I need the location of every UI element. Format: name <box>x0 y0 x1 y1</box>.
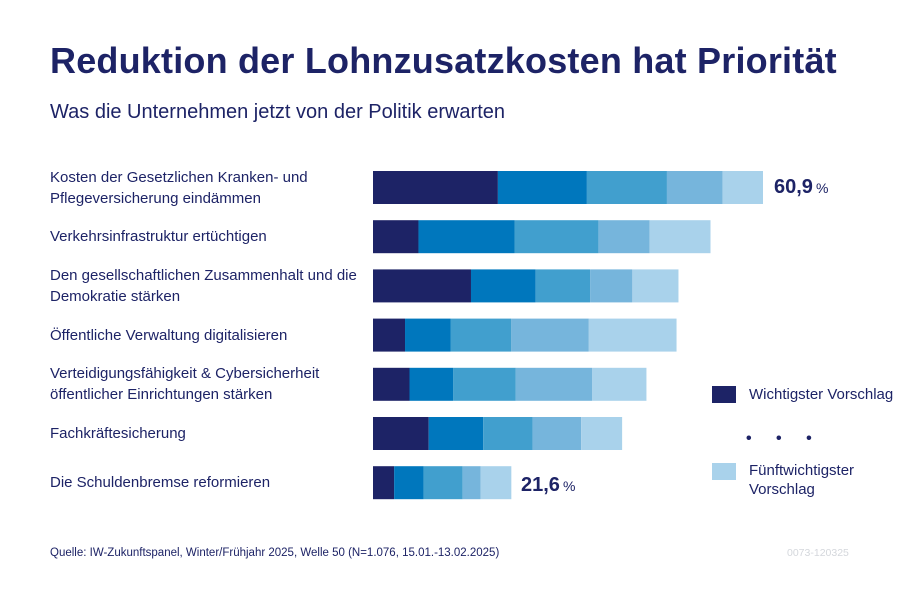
bar-segment <box>588 318 677 352</box>
chart-title: Reduktion der Lohnzusatzkosten hat Prior… <box>50 40 837 81</box>
bar-segment <box>394 466 424 500</box>
bar-segment <box>535 269 591 303</box>
value-label-top-number: 60,9 <box>774 176 813 198</box>
legend-swatch-last <box>712 463 736 480</box>
category-label: Verkehrsinfrastruktur ertüchtigen <box>50 228 267 246</box>
value-label-bottom-unit: % <box>562 478 576 494</box>
chart-subtitle: Was die Unternehmen jetzt von der Politi… <box>50 101 506 123</box>
chart-code: 0073-120325 <box>787 547 849 559</box>
bar-segment <box>470 269 536 303</box>
bar-segment <box>483 417 533 450</box>
category-label: Den gesellschaftlichen Zusammenhalt und … <box>50 266 357 305</box>
bar-segment <box>453 367 516 401</box>
category-label: Die Schuldenbremse reformieren <box>50 474 271 492</box>
bar-segment <box>428 417 484 450</box>
bar-segment <box>581 417 623 450</box>
bar-segment <box>462 466 481 500</box>
bar-segment <box>480 466 512 500</box>
bar-segment <box>532 417 582 450</box>
bar-segment <box>409 367 454 401</box>
category-label: Kosten der Gesetzlichen Kranken- und Pfl… <box>50 168 308 207</box>
bar-segment <box>666 171 723 204</box>
bar-segment <box>373 171 498 204</box>
bar-segment <box>632 269 679 303</box>
bar-segment <box>373 269 471 303</box>
source-note: Quelle: IW-Zukunftspanel, Winter/Frühjah… <box>50 547 500 559</box>
bar-segment <box>515 367 593 401</box>
value-label-top-unit: % <box>815 180 829 196</box>
bar-segment <box>497 171 587 204</box>
legend-label-last: Fünftwichtigster Vorschlag <box>749 462 855 498</box>
bar-segment <box>514 220 599 254</box>
bar-segment <box>722 171 763 204</box>
bar-segment <box>373 220 419 254</box>
bar-segment <box>405 318 451 352</box>
value-label-bottom: 21,6% <box>521 474 575 497</box>
bar-segment <box>373 466 395 500</box>
category-label: Fachkräftesicherung <box>50 425 186 442</box>
bar-segment <box>590 269 633 303</box>
category-label: Öffentliche Verwaltung digitalisieren <box>50 326 288 344</box>
bar-segment <box>649 220 711 254</box>
bar-segment <box>586 171 667 204</box>
bar-segment <box>373 318 406 352</box>
category-label: Verteidigungsfähigkeit & Cybersicherheit… <box>50 365 320 404</box>
legend-dots: • • • <box>746 430 822 447</box>
bar-segment <box>592 367 647 401</box>
bar-segment <box>418 220 515 254</box>
bar-segment <box>423 466 463 500</box>
bar-segment <box>598 220 650 254</box>
value-label-bottom-number: 21,6 <box>521 474 560 496</box>
legend-label-first: Wichtigster Vorschlag <box>749 386 894 403</box>
value-label-top: 60,9% <box>774 176 828 199</box>
bar-segment <box>450 318 512 352</box>
bar-segment <box>373 367 410 401</box>
bar-segment <box>511 318 589 352</box>
legend-swatch-first <box>712 386 736 403</box>
bar-segment <box>373 417 429 450</box>
